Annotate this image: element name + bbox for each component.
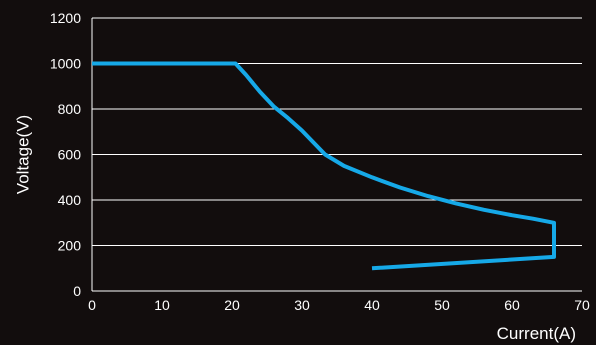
y-tick-label-600: 600: [58, 147, 82, 163]
x-tick-label-60: 60: [504, 297, 520, 313]
y-tick-label-0: 0: [73, 283, 81, 299]
y-axis-label: Voltage(V): [13, 115, 32, 194]
y-tick-label-800: 800: [58, 101, 82, 117]
y-tick-label-1200: 1200: [50, 10, 81, 26]
x-tick-label-50: 50: [434, 297, 450, 313]
y-tick-label-1000: 1000: [50, 56, 81, 72]
series-line-0: [92, 61, 556, 271]
y-tick-label-400: 400: [58, 192, 82, 208]
series-layer: [92, 61, 556, 271]
y-tick-label-200: 200: [58, 238, 82, 254]
x-tick-label-30: 30: [294, 297, 310, 313]
x-tick-label-20: 20: [224, 297, 240, 313]
tick-labels: 0 200 400 600 800 1000 1200 0 10 20 30 40 50 60 70: [50, 10, 590, 313]
x-tick-label-70: 70: [574, 297, 590, 313]
x-axis-label: Current(A): [497, 324, 576, 343]
x-tick-label-40: 40: [364, 297, 380, 313]
x-tick-label-10: 10: [154, 297, 170, 313]
x-tick-label-0: 0: [88, 297, 96, 313]
